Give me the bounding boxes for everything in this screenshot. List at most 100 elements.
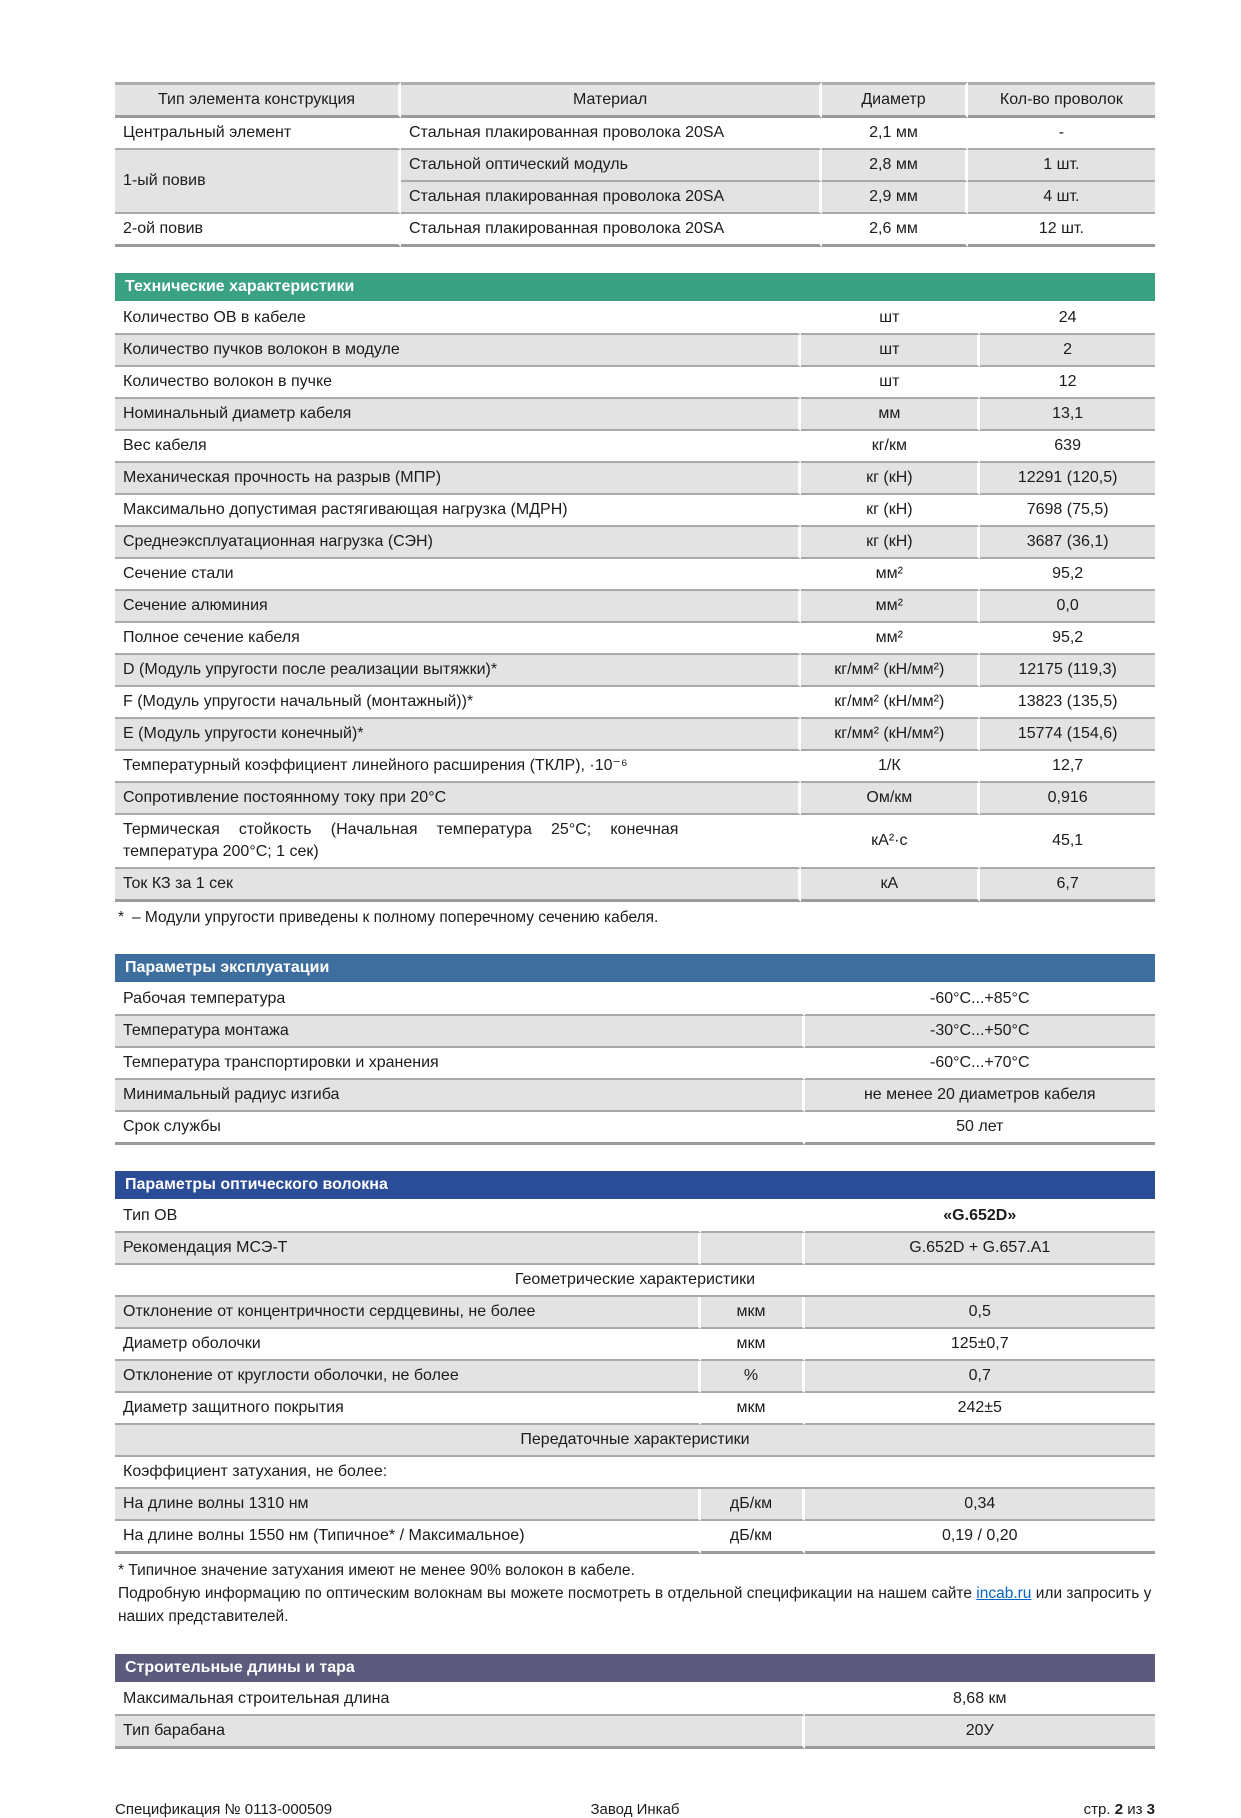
section-header-operation: Параметры эксплуатации	[115, 954, 1155, 982]
operation-table: Рабочая температура -60°С...+85°С Температ…	[115, 984, 1155, 1145]
row-value: не менее 20 диаметров кабеля	[804, 1080, 1155, 1112]
row-value: 24	[980, 303, 1155, 335]
table-row: Тип барабана 20У	[115, 1716, 1155, 1749]
table-row: Срок службы 50 лет	[115, 1112, 1155, 1145]
lengths-body: Максимальная строительная длина 8,68 км Ти…	[115, 1684, 1155, 1749]
element-type-cell: 1-ый повив	[115, 150, 401, 214]
row-value: 0,7	[804, 1361, 1155, 1393]
row-value: 6,7	[980, 869, 1155, 902]
row-label: Диаметр оболочки	[115, 1329, 701, 1361]
page-indicator: стр. 2 из 3	[808, 1801, 1155, 1818]
row-unit: шт	[801, 303, 981, 335]
table-row: Максимально допустимая растягивающая наг…	[115, 495, 1155, 527]
table-row: Тип ОВ «G.652D»	[115, 1201, 1155, 1233]
row-unit: шт	[801, 367, 981, 399]
row-label: Диаметр защитного покрытия	[115, 1393, 701, 1425]
subsection-title: Геометрические характеристики	[115, 1265, 1155, 1297]
count-cell: -	[967, 118, 1155, 150]
row-label: Сечение алюминия	[115, 591, 802, 623]
diameter-cell: 2,1 мм	[822, 118, 968, 150]
row-unit: мкм	[700, 1393, 805, 1425]
row-unit	[700, 1201, 805, 1233]
attenuation-note: * Типичное значение затухания имеют не м…	[118, 1562, 635, 1579]
section-operation: Параметры эксплуатации Рабочая температу…	[115, 954, 1155, 1145]
table-row: D (Модуль упругости после реализации выт…	[115, 655, 1155, 687]
table-row: Среднеэксплуатационная нагрузка (СЭН) кг …	[115, 527, 1155, 559]
incab-link[interactable]: incab.ru	[976, 1585, 1032, 1602]
technical-body: Количество ОВ в кабеле шт 24 Количество пуч…	[115, 303, 1155, 902]
row-value: 12291 (120,5)	[980, 463, 1155, 495]
row-label: E (Модуль упругости конечный)*	[115, 719, 802, 751]
row-value: «G.652D»	[804, 1201, 1155, 1233]
row-unit: дБ/км	[700, 1521, 805, 1554]
row-unit: кг/мм² (кН/мм²)	[801, 655, 981, 687]
table-row: Количество ОВ в кабеле шт 24	[115, 303, 1155, 335]
table-row: Сопротивление постоянному току при 20°С О…	[115, 783, 1155, 815]
construction-table: Тип элемента конструкция Материал Диамет…	[115, 82, 1155, 247]
table-row: Температура монтажа -30°С...+50°С	[115, 1016, 1155, 1048]
row-label: Рекомендация МСЭ-Т	[115, 1233, 701, 1265]
table-row: Отклонение от круглости оболочки, не бол…	[115, 1361, 1155, 1393]
table-row: F (Модуль упругости начальный (монтажный…	[115, 687, 1155, 719]
row-value: -60°С...+70°С	[804, 1048, 1155, 1080]
footnote-star: *	[118, 909, 125, 926]
row-unit: кг (кН)	[801, 527, 981, 559]
subsection-title: Передаточные характеристики	[115, 1425, 1155, 1457]
material-cell: Стальная плакированная проволока 20SA	[401, 182, 823, 214]
row-value: 3687 (36,1)	[980, 527, 1155, 559]
row-label: Температура монтажа	[115, 1016, 805, 1048]
fiber-notes: * Типичное значение затухания имеют не м…	[115, 1554, 1155, 1628]
row-unit	[700, 1233, 805, 1265]
row-value: 7698 (75,5)	[980, 495, 1155, 527]
table-row: На длине волны 1550 нм (Типичное* / Макс…	[115, 1521, 1155, 1554]
row-label: Количество пучков волокон в модуле	[115, 335, 802, 367]
row-value: 95,2	[980, 623, 1155, 655]
table-row: Рекомендация МСЭ-Т G.652D + G.657.A1	[115, 1233, 1155, 1265]
row-value: 639	[980, 431, 1155, 463]
technical-table: Количество ОВ в кабеле шт 24 Количество пуч…	[115, 303, 1155, 902]
row-label: Отклонение от концентричности сердцевины…	[115, 1297, 701, 1329]
row-unit: кг (кН)	[801, 495, 981, 527]
material-cell: Стальная плакированная проволока 20SA	[401, 214, 823, 247]
fiber-body: Тип ОВ «G.652D» Рекомендация МСЭ-Т G.652D +…	[115, 1201, 1155, 1554]
row-value: 45,1	[980, 815, 1155, 869]
section-technical: Технические характеристики Количество ОВ…	[115, 273, 1155, 928]
row-value: 95,2	[980, 559, 1155, 591]
row-value: -30°С...+50°С	[804, 1016, 1155, 1048]
section-header-technical: Технические характеристики	[115, 273, 1155, 301]
construction-table-head: Тип элемента конструкция Материал Диамет…	[115, 82, 1155, 118]
table-row: Термическая стойкость (Начальная темпера…	[115, 815, 1155, 869]
table-row: E (Модуль упругости конечный)* кг/мм² (кН…	[115, 719, 1155, 751]
row-label: Максимальная строительная длина	[115, 1684, 805, 1716]
row-value: 20У	[804, 1716, 1155, 1749]
row-label: Вес кабеля	[115, 431, 802, 463]
page-total: 3	[1146, 1801, 1156, 1818]
row-label: Максимально допустимая растягивающая наг…	[115, 495, 802, 527]
material-cell: Стальная плакированная проволока 20SA	[401, 118, 823, 150]
table-row: Передаточные характеристики	[115, 1425, 1155, 1457]
row-label: Термическая стойкость (Начальная темпера…	[115, 815, 802, 869]
operation-body: Рабочая температура -60°С...+85°С Температ…	[115, 984, 1155, 1145]
table-row: Геометрические характеристики	[115, 1265, 1155, 1297]
row-unit: мм	[801, 399, 981, 431]
row-value: 12175 (119,3)	[980, 655, 1155, 687]
row-unit: мм²	[801, 591, 981, 623]
row-label: D (Модуль упругости после реализации выт…	[115, 655, 802, 687]
row-unit: Ом/км	[801, 783, 981, 815]
material-cell: Стальной оптический модуль	[401, 150, 823, 182]
row-label: Количество волокон в пучке	[115, 367, 802, 399]
table-row: Ток КЗ за 1 сек кА 6,7	[115, 869, 1155, 902]
row-label: Температура транспортировки и хранения	[115, 1048, 805, 1080]
table-row: Диаметр оболочки мкм 125±0,7	[115, 1329, 1155, 1361]
table-row: Рабочая температура -60°С...+85°С	[115, 984, 1155, 1016]
row-label: Ток КЗ за 1 сек	[115, 869, 802, 902]
row-label: На длине волны 1310 нм	[115, 1489, 701, 1521]
col-header-material: Материал	[401, 82, 823, 118]
table-row: Диаметр защитного покрытия мкм 242±5	[115, 1393, 1155, 1425]
row-label: Коэффициент затухания, не более:	[115, 1457, 1155, 1489]
row-value: 8,68 км	[804, 1684, 1155, 1716]
page-prefix: стр.	[1083, 1801, 1115, 1818]
modulus-footnote: * – Модули упругости приведены к полному …	[115, 902, 1155, 928]
row-value: 0,916	[980, 783, 1155, 815]
table-row: Количество волокон в пучке шт 12	[115, 367, 1155, 399]
